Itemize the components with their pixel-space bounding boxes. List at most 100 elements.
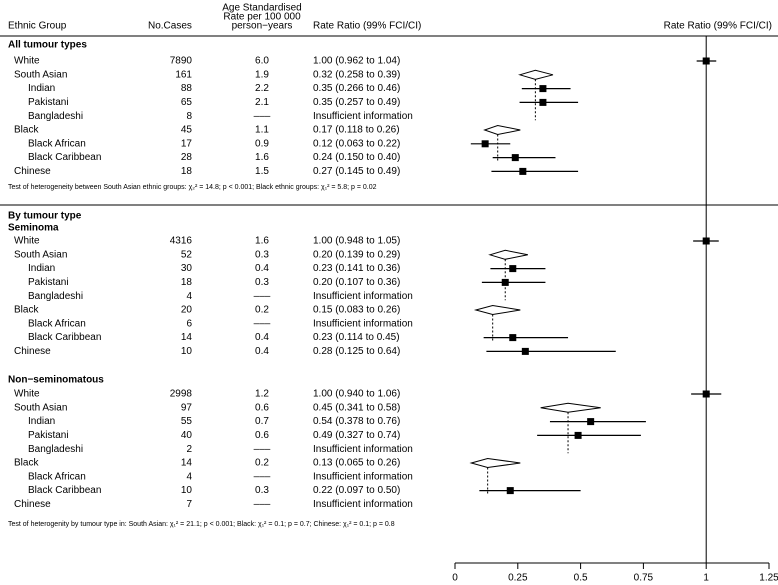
- rate: 6.0: [255, 56, 269, 67]
- group-name: Pakistani: [28, 97, 69, 108]
- point-estimate: [702, 57, 710, 65]
- case-count: 4316: [170, 236, 193, 247]
- rate: 0.3: [255, 485, 269, 496]
- rate: –––: [254, 111, 271, 122]
- rate: 0.2: [255, 458, 269, 469]
- ratio-label: 0.13 (0.065 to 0.26): [313, 458, 400, 469]
- ratio-label: 0.24 (0.150 to 0.40): [313, 152, 400, 163]
- point-estimate: [519, 167, 527, 175]
- case-count: 18: [181, 166, 193, 177]
- rate: 2.2: [255, 83, 269, 94]
- ratio-label: 0.22 (0.097 to 0.50): [313, 485, 400, 496]
- summary-diamond: [483, 124, 521, 136]
- rate: 1.2: [255, 389, 269, 400]
- rate: –––: [254, 499, 271, 510]
- ratio-label: 0.45 (0.341 to 0.58): [313, 402, 400, 413]
- case-count: 4: [186, 291, 192, 302]
- ratio-label: 1.00 (0.962 to 1.04): [313, 56, 400, 67]
- heterogeneity-note: Test of heterogeneity between South Asia…: [8, 184, 377, 191]
- group-name: Bangladeshi: [28, 291, 83, 302]
- x-tick-label: 0.75: [634, 573, 654, 584]
- case-count: 7: [186, 499, 192, 510]
- group-name: White: [14, 236, 40, 247]
- group-name: South Asian: [14, 69, 67, 80]
- group-name: Bangladeshi: [28, 111, 83, 122]
- group-name: Black: [14, 458, 39, 469]
- case-count: 6: [186, 318, 192, 329]
- rate: 1.6: [255, 236, 269, 247]
- case-count: 52: [181, 249, 193, 260]
- case-count: 65: [181, 97, 193, 108]
- rate: 1.1: [255, 125, 269, 136]
- ratio-label: 0.23 (0.114 to 0.45): [313, 332, 400, 343]
- group-name: Indian: [28, 263, 55, 274]
- group-name: Black: [14, 125, 39, 136]
- group-name: Indian: [28, 416, 55, 427]
- rate: 0.3: [255, 277, 269, 288]
- ratio-label: 1.00 (0.940 to 1.06): [313, 389, 400, 400]
- case-count: 2998: [170, 389, 193, 400]
- case-count: 88: [181, 83, 193, 94]
- case-count: 55: [181, 416, 193, 427]
- case-count: 18: [181, 277, 193, 288]
- ratio-label: 0.17 (0.118 to 0.26): [313, 125, 400, 136]
- ratio-label: 0.20 (0.139 to 0.29): [313, 249, 400, 260]
- rate: 0.4: [255, 332, 269, 343]
- x-tick-label: 0.5: [574, 573, 588, 584]
- case-count: 20: [181, 305, 193, 316]
- ratio-label: Insufficient information: [313, 499, 413, 510]
- group-name: Chinese: [14, 499, 51, 510]
- x-tick-label: 0.25: [508, 573, 528, 584]
- point-estimate: [702, 390, 710, 398]
- ratio-label: 0.49 (0.327 to 0.74): [313, 430, 400, 441]
- summary-diamond: [473, 304, 521, 316]
- rate: 2.1: [255, 97, 269, 108]
- group-name: Black African: [28, 318, 86, 329]
- column-header: person−years: [232, 21, 293, 32]
- group-name: Black Caribbean: [28, 332, 101, 343]
- rate: 0.3: [255, 249, 269, 260]
- case-count: 14: [181, 458, 193, 469]
- column-header: Ethnic Group: [8, 21, 67, 32]
- rate: 1.5: [255, 166, 269, 177]
- ratio-label: 0.23 (0.141 to 0.36): [313, 263, 400, 274]
- summary-diamond: [469, 457, 521, 469]
- section-heading: All tumour types: [8, 40, 87, 51]
- rate: 1.6: [255, 152, 269, 163]
- column-header: No.Cases: [148, 21, 192, 32]
- heterogeneity-note: Test of heterogenity by tumour type in: …: [8, 521, 395, 528]
- case-count: 4: [186, 471, 192, 482]
- case-count: 8: [186, 111, 192, 122]
- case-count: 161: [175, 69, 192, 80]
- case-count: 40: [181, 430, 193, 441]
- group-name: Pakistani: [28, 277, 69, 288]
- ratio-label: 0.28 (0.125 to 0.64): [313, 346, 400, 357]
- case-count: 28: [181, 152, 193, 163]
- point-estimate: [539, 85, 547, 93]
- group-name: South Asian: [14, 249, 67, 260]
- group-name: Black: [14, 305, 39, 316]
- point-estimate: [509, 265, 517, 273]
- case-count: 10: [181, 346, 193, 357]
- rate: 0.4: [255, 263, 269, 274]
- summary-diamond: [540, 402, 601, 413]
- rate: 1.9: [255, 69, 269, 80]
- rate: 0.7: [255, 416, 269, 427]
- column-header: Age Standardised: [222, 3, 302, 14]
- case-count: 14: [181, 332, 193, 343]
- x-tick-label: 1: [703, 573, 709, 584]
- group-name: Chinese: [14, 346, 51, 357]
- point-estimate: [574, 431, 582, 439]
- section-heading: By tumour type: [8, 211, 82, 222]
- group-name: Bangladeshi: [28, 444, 83, 455]
- group-name: South Asian: [14, 402, 67, 413]
- point-estimate: [511, 154, 519, 162]
- ratio-label: Insufficient information: [313, 471, 413, 482]
- ratio-label: 0.15 (0.083 to 0.26): [313, 305, 400, 316]
- point-estimate: [587, 418, 595, 426]
- summary-diamond: [518, 69, 554, 80]
- point-estimate: [702, 237, 710, 245]
- group-name: Chinese: [14, 166, 51, 177]
- x-tick-label: 0: [452, 573, 458, 584]
